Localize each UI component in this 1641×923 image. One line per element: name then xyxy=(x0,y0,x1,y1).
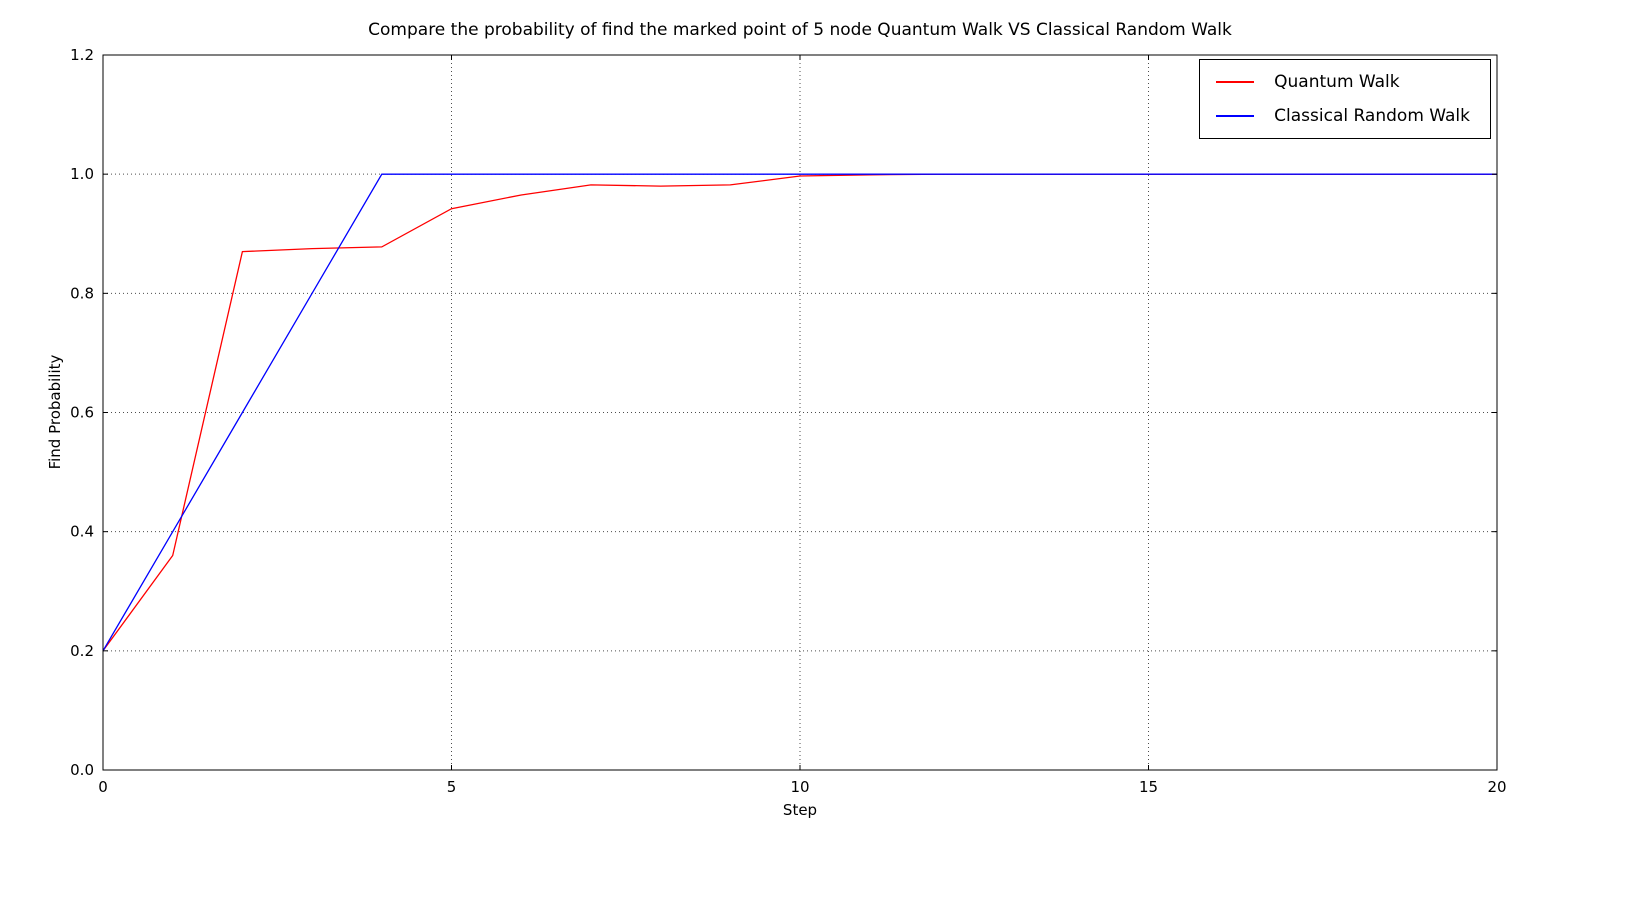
x-tick-label: 10 xyxy=(790,778,809,796)
y-tick-label: 0.0 xyxy=(70,761,94,779)
legend: Quantum Walk Classical Random Walk xyxy=(1199,59,1491,139)
y-tick-label: 0.8 xyxy=(70,284,94,302)
legend-line-quantum-walk xyxy=(1216,81,1255,83)
legend-item-classical-random-walk: Classical Random Walk xyxy=(1216,106,1470,126)
x-axis-label: Step xyxy=(782,801,818,819)
legend-label-quantum-walk: Quantum Walk xyxy=(1274,72,1400,92)
x-tick-label: 15 xyxy=(1139,778,1158,796)
x-tick-label: 5 xyxy=(447,778,457,796)
y-axis-label: Find Probability xyxy=(46,354,64,470)
x-tick-label: 20 xyxy=(1487,778,1506,796)
y-tick-label: 0.2 xyxy=(70,642,94,660)
y-tick-label: 1.0 xyxy=(70,165,94,183)
legend-line-classical-random-walk xyxy=(1216,115,1255,117)
x-tick-label: 0 xyxy=(98,778,108,796)
y-tick-label: 0.4 xyxy=(70,523,94,541)
series-line-classical-random-walk xyxy=(102,173,1497,652)
y-tick-label: 0.6 xyxy=(70,404,94,422)
chart-title: Compare the probability of find the mark… xyxy=(368,20,1232,40)
legend-label-classical-random-walk: Classical Random Walk xyxy=(1274,106,1470,126)
legend-item-quantum-walk: Quantum Walk xyxy=(1216,72,1470,92)
y-tick-label: 1.2 xyxy=(70,46,94,64)
